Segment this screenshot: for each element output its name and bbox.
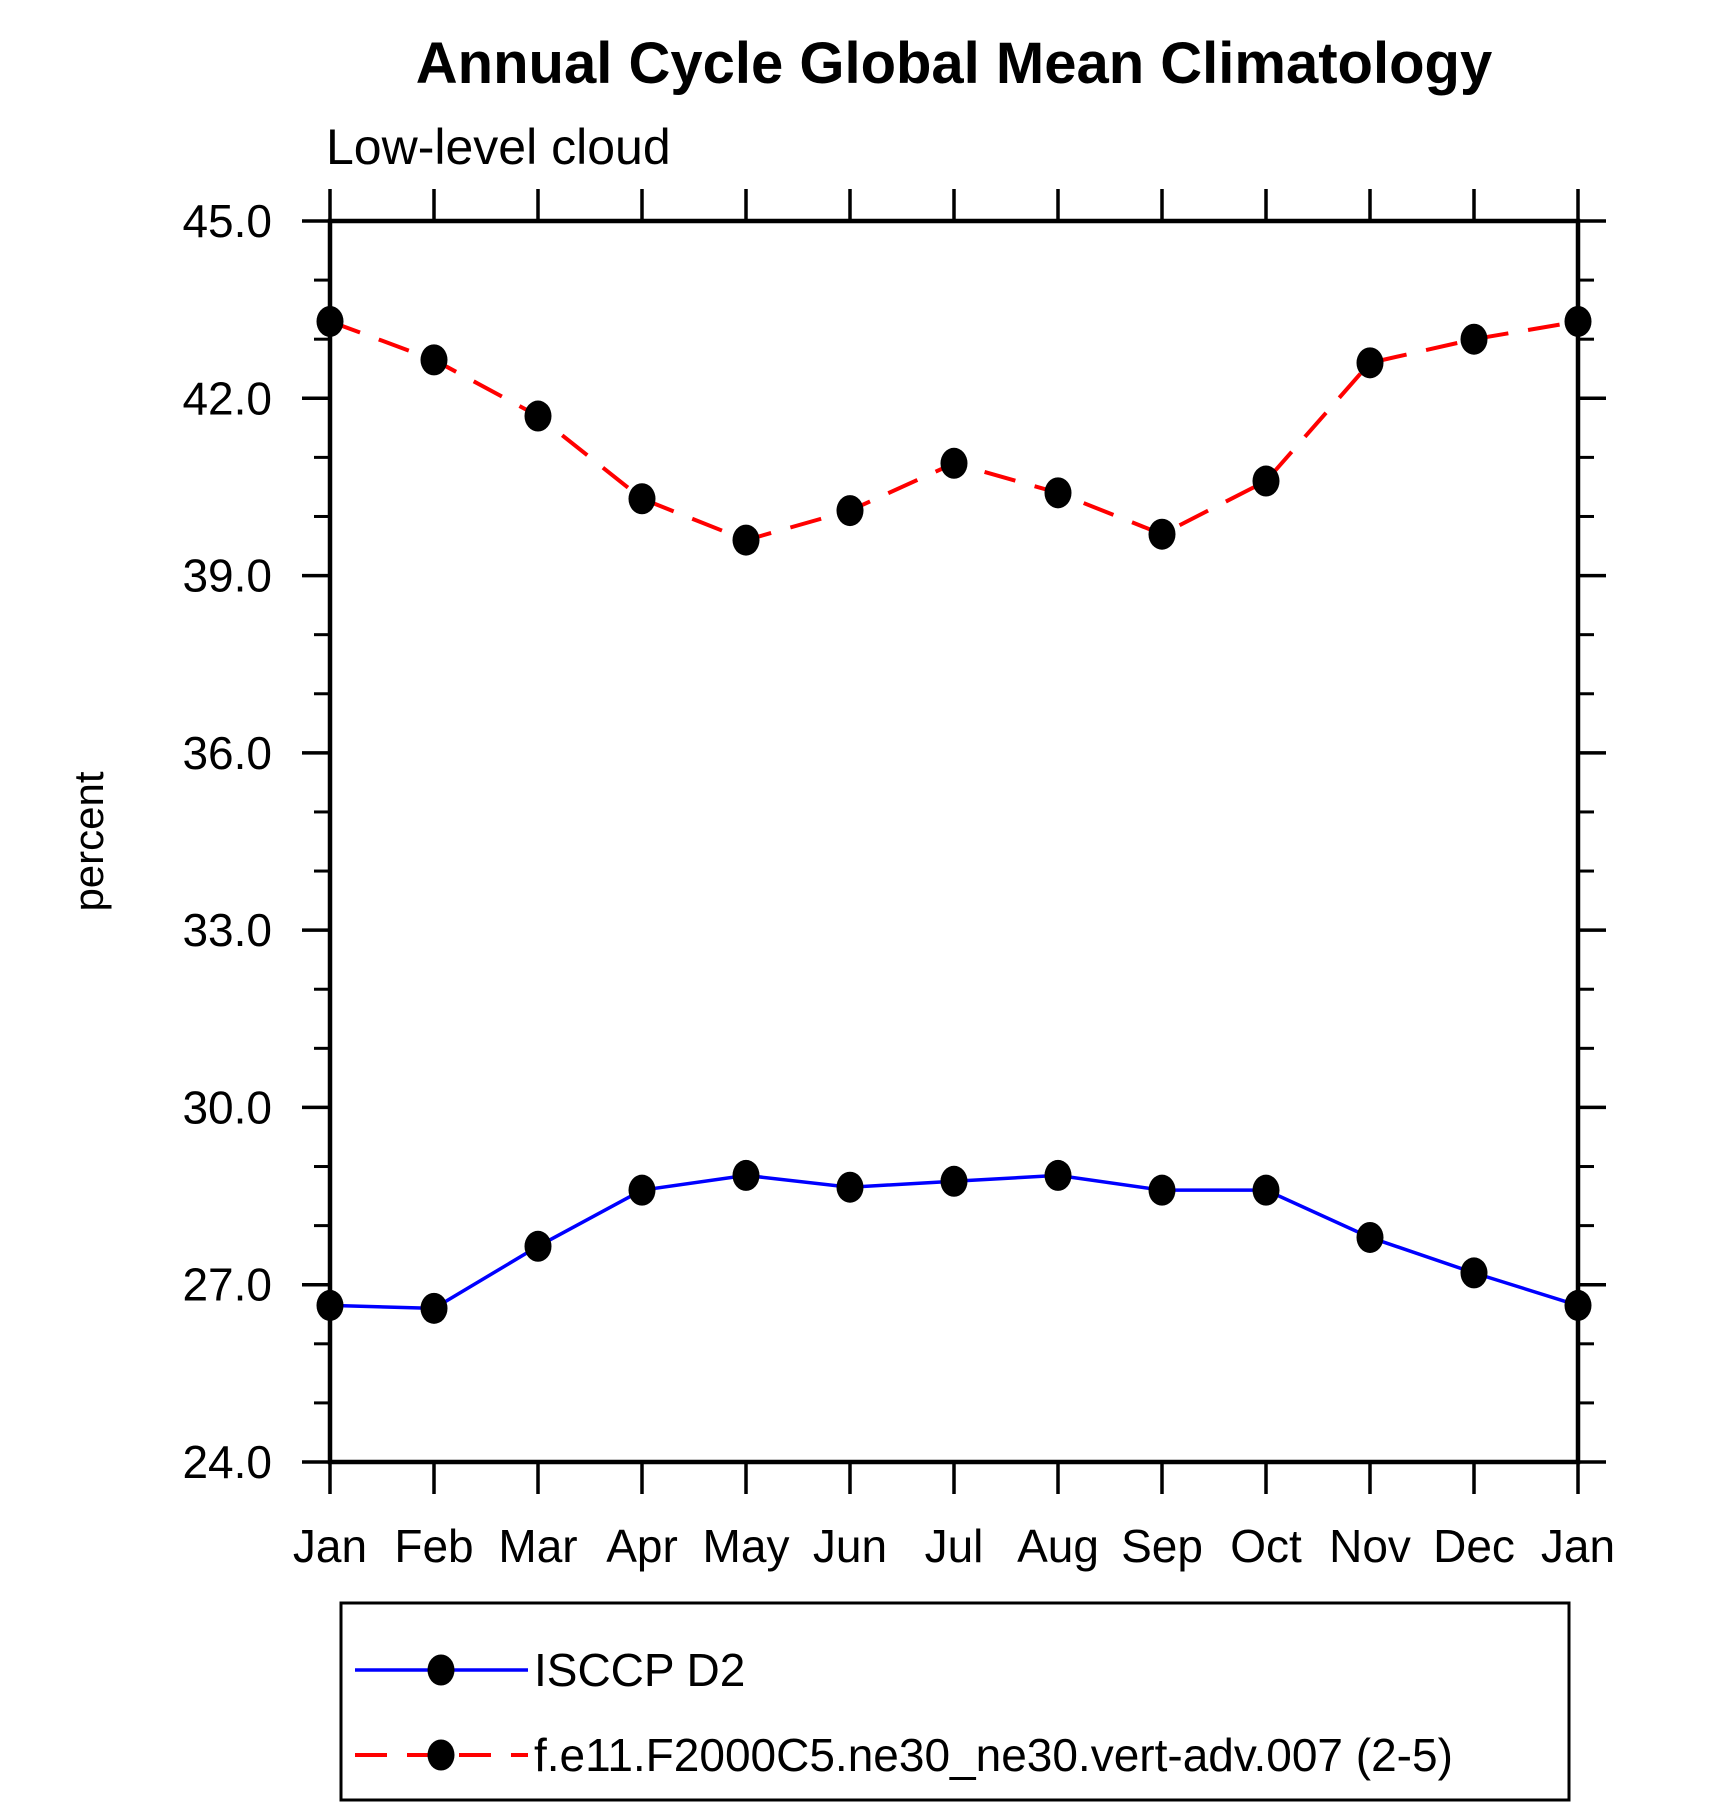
x-tick-label: Oct [1230,1520,1302,1572]
series-line-model [329,319,1579,543]
chart-subtitle: Low-level cloud [326,119,671,175]
data-point-marker-model [316,305,344,337]
y-tick-label: 24.0 [182,1436,272,1488]
x-tick-label: May [703,1520,790,1572]
data-point-marker-model [836,495,864,527]
data-point-marker-model [1356,347,1384,379]
y-tick-label: 27.0 [182,1259,272,1311]
plot-frame [327,218,1581,1465]
data-point-marker-isccp-d2 [1356,1221,1384,1253]
data-point-marker-model [940,447,968,479]
page-title: Annual Cycle Global Mean Climatology [415,31,1493,96]
x-tick-label: Dec [1433,1520,1515,1572]
data-point-marker-isccp-d2 [1252,1174,1280,1206]
y-tick-label: 30.0 [182,1081,272,1133]
y-tick-label: 36.0 [182,727,272,779]
data-point-marker-model [1564,305,1592,337]
data-point-marker-isccp-d2 [1460,1257,1488,1289]
data-point-marker-model [732,524,760,556]
legend-label-isccp-d2: ISCCP D2 [534,1644,745,1696]
data-point-marker-isccp-d2 [836,1171,864,1203]
legend-label-model: f.e11.F2000C5.ne30_ne30.vert-adv.007 (2-… [534,1729,1453,1781]
x-tick-label: Apr [606,1520,678,1572]
x-tick-label: Nov [1329,1520,1411,1572]
y-tick-label: 33.0 [182,904,272,956]
data-point-marker-isccp-d2 [524,1230,552,1262]
data-point-marker-model [1044,477,1072,509]
data-point-marker-model [1148,518,1176,550]
data-point-marker-isccp-d2 [1564,1289,1592,1321]
data-point-marker-isccp-d2 [420,1292,448,1324]
legend-box [339,1601,1571,1802]
x-tick-label: Sep [1121,1520,1203,1572]
data-point-marker-isccp-d2 [940,1165,968,1197]
data-point-marker-model [420,344,448,376]
x-tick-label: Mar [498,1520,577,1572]
y-tick-label: 39.0 [182,550,272,602]
data-point-marker-isccp-d2 [1148,1174,1176,1206]
data-point-marker-model [1460,323,1488,355]
data-point-marker-isccp-d2 [1044,1159,1072,1191]
legend-marker-model [427,1739,455,1771]
data-point-marker-model [524,400,552,432]
data-point-marker-isccp-d2 [316,1289,344,1321]
x-tick-label: Jun [813,1520,887,1572]
legend-marker-isccp-d2 [427,1654,455,1686]
x-tick-label: Jul [925,1520,984,1572]
y-axis-title: percent [65,771,112,911]
x-tick-label: Feb [394,1520,473,1572]
data-point-marker-isccp-d2 [732,1159,760,1191]
data-point-marker-model [628,483,656,515]
x-tick-label: Aug [1017,1520,1099,1572]
data-point-marker-isccp-d2 [628,1174,656,1206]
y-tick-label: 42.0 [182,372,272,424]
data-point-marker-model [1252,465,1280,497]
x-tick-label: Jan [1541,1520,1615,1572]
x-tick-label: Jan [293,1520,367,1572]
y-tick-label: 45.0 [182,195,272,247]
